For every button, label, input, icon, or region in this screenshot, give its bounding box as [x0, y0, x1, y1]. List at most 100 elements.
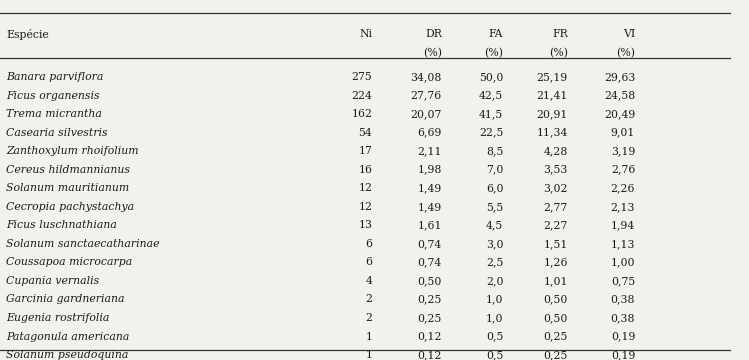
- Text: 0,50: 0,50: [417, 276, 442, 286]
- Text: 22,5: 22,5: [479, 127, 503, 138]
- Text: 54: 54: [359, 127, 372, 138]
- Text: 1,94: 1,94: [611, 220, 635, 230]
- Text: 41,5: 41,5: [479, 109, 503, 119]
- Text: 2,27: 2,27: [543, 220, 568, 230]
- Text: 0,25: 0,25: [543, 350, 568, 360]
- Text: 0,74: 0,74: [418, 257, 442, 267]
- Text: 4,28: 4,28: [543, 146, 568, 156]
- Text: Espécie: Espécie: [6, 29, 49, 40]
- Text: 6,69: 6,69: [417, 127, 442, 138]
- Text: 3,19: 3,19: [610, 146, 635, 156]
- Text: DR: DR: [425, 29, 442, 39]
- Text: 12: 12: [358, 183, 372, 193]
- Text: 224: 224: [351, 90, 372, 100]
- Text: 2: 2: [366, 294, 372, 305]
- Text: 16: 16: [358, 165, 372, 175]
- Text: 0,5: 0,5: [486, 332, 503, 342]
- Text: Casearia silvestris: Casearia silvestris: [6, 127, 108, 138]
- Text: FR: FR: [552, 29, 568, 39]
- Text: 27,76: 27,76: [410, 90, 442, 100]
- Text: 1,51: 1,51: [543, 239, 568, 249]
- Text: 2,76: 2,76: [610, 165, 635, 175]
- Text: Ficus luschnathiana: Ficus luschnathiana: [6, 220, 117, 230]
- Text: Banara parviflora: Banara parviflora: [6, 72, 103, 82]
- Text: 162: 162: [351, 109, 372, 119]
- Text: Cereus hildmannianus: Cereus hildmannianus: [6, 165, 130, 175]
- Text: Solanum sanctaecatharinae: Solanum sanctaecatharinae: [6, 239, 160, 249]
- Text: 0,25: 0,25: [543, 332, 568, 342]
- Text: 0,38: 0,38: [610, 294, 635, 305]
- Text: 2,11: 2,11: [417, 146, 442, 156]
- Text: (%): (%): [549, 48, 568, 58]
- Text: 3,53: 3,53: [543, 165, 568, 175]
- Text: Trema micrantha: Trema micrantha: [6, 109, 102, 119]
- Text: 1,49: 1,49: [418, 202, 442, 212]
- Text: 24,58: 24,58: [604, 90, 635, 100]
- Text: 2: 2: [366, 313, 372, 323]
- Text: 1,01: 1,01: [543, 276, 568, 286]
- Text: 0,74: 0,74: [418, 239, 442, 249]
- Text: 1: 1: [366, 332, 372, 342]
- Text: (%): (%): [423, 48, 442, 58]
- Text: 4,5: 4,5: [486, 220, 503, 230]
- Text: 5,5: 5,5: [486, 202, 503, 212]
- Text: 0,19: 0,19: [610, 350, 635, 360]
- Text: Patagonula americana: Patagonula americana: [6, 332, 130, 342]
- Text: 3,0: 3,0: [486, 239, 503, 249]
- Text: Cecropia pachystachya: Cecropia pachystachya: [6, 202, 134, 212]
- Text: 2,26: 2,26: [610, 183, 635, 193]
- Text: 1,0: 1,0: [486, 313, 503, 323]
- Text: 6,0: 6,0: [486, 183, 503, 193]
- Text: 1,49: 1,49: [418, 183, 442, 193]
- Text: 0,38: 0,38: [610, 313, 635, 323]
- Text: 0,50: 0,50: [543, 313, 568, 323]
- Text: 0,75: 0,75: [611, 276, 635, 286]
- Text: 0,12: 0,12: [417, 350, 442, 360]
- Text: 1,13: 1,13: [610, 239, 635, 249]
- Text: 6: 6: [366, 239, 372, 249]
- Text: (%): (%): [616, 48, 635, 58]
- Text: 2,13: 2,13: [610, 202, 635, 212]
- Text: Cupania vernalis: Cupania vernalis: [6, 276, 99, 286]
- Text: 1,00: 1,00: [610, 257, 635, 267]
- Text: Ni: Ni: [360, 29, 372, 39]
- Text: Zanthoxylum rhoifolium: Zanthoxylum rhoifolium: [6, 146, 139, 156]
- Text: 9,01: 9,01: [610, 127, 635, 138]
- Text: 1,26: 1,26: [543, 257, 568, 267]
- Text: 29,63: 29,63: [604, 72, 635, 82]
- Text: 42,5: 42,5: [479, 90, 503, 100]
- Text: Ficus organensis: Ficus organensis: [6, 90, 100, 100]
- Text: Solanum pseudoquina: Solanum pseudoquina: [6, 350, 128, 360]
- Text: 6: 6: [366, 257, 372, 267]
- Text: 4: 4: [366, 276, 372, 286]
- Text: 2,5: 2,5: [486, 257, 503, 267]
- Text: 0,25: 0,25: [417, 313, 442, 323]
- Text: 2,77: 2,77: [544, 202, 568, 212]
- Text: VI: VI: [623, 29, 635, 39]
- Text: (%): (%): [485, 48, 503, 58]
- Text: Solanum mauritianum: Solanum mauritianum: [6, 183, 130, 193]
- Text: 34,08: 34,08: [410, 72, 442, 82]
- Text: Eugenia rostrifolia: Eugenia rostrifolia: [6, 313, 109, 323]
- Text: Garcinia gardneriana: Garcinia gardneriana: [6, 294, 124, 305]
- Text: FA: FA: [489, 29, 503, 39]
- Text: 20,07: 20,07: [410, 109, 442, 119]
- Text: 1,61: 1,61: [417, 220, 442, 230]
- Text: 11,34: 11,34: [536, 127, 568, 138]
- Text: 25,19: 25,19: [536, 72, 568, 82]
- Text: 0,25: 0,25: [417, 294, 442, 305]
- Text: 13: 13: [358, 220, 372, 230]
- Text: 275: 275: [351, 72, 372, 82]
- Text: 0,12: 0,12: [417, 332, 442, 342]
- Text: 0,50: 0,50: [543, 294, 568, 305]
- Text: 1,0: 1,0: [486, 294, 503, 305]
- Text: 8,5: 8,5: [486, 146, 503, 156]
- Text: 3,02: 3,02: [543, 183, 568, 193]
- Text: 12: 12: [358, 202, 372, 212]
- Text: 0,19: 0,19: [610, 332, 635, 342]
- Text: 20,91: 20,91: [536, 109, 568, 119]
- Text: Coussapoa microcarpa: Coussapoa microcarpa: [6, 257, 133, 267]
- Text: 7,0: 7,0: [486, 165, 503, 175]
- Text: 0,5: 0,5: [486, 350, 503, 360]
- Text: 1,98: 1,98: [417, 165, 442, 175]
